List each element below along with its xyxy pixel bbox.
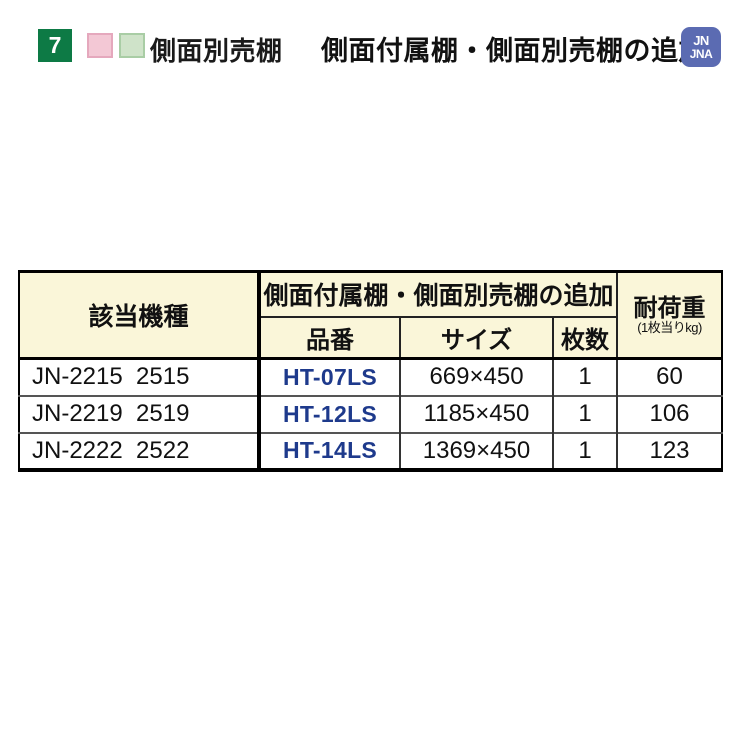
cell-qty: 1	[553, 431, 618, 470]
col-header-load: 耐荷重 (1枚当りkg)	[617, 271, 722, 360]
cell-part-no: HT-14LS	[259, 431, 401, 470]
cell-load: 106	[617, 394, 722, 433]
section-number-box: 7	[38, 29, 72, 62]
cell-model: JN-2222 2522	[19, 431, 261, 470]
col-header-load-label: 耐荷重	[633, 295, 706, 323]
series-badge-line2: JNA	[689, 46, 713, 61]
cell-size: 1185×450	[400, 394, 554, 433]
series-badge: JN JNA	[681, 27, 721, 67]
cell-qty: 1	[553, 394, 618, 433]
pink-color-swatch-icon	[87, 33, 113, 58]
cell-qty: 1	[553, 358, 618, 396]
col-header-part-no: 品番	[259, 316, 401, 360]
col-header-load-unit: (1枚当りkg)	[637, 320, 702, 336]
page-title: 側面付属棚・側面別売棚の追加	[321, 36, 706, 66]
table-row: JN-2215 2515 HT-07LS 669×450 1 60	[19, 358, 722, 396]
spec-table: 該当機種 側面付属棚・側面別売棚の追加 耐荷重 (1枚当りkg) 品番 サイズ …	[18, 270, 723, 472]
cell-size: 1369×450	[400, 431, 554, 470]
col-header-size: サイズ	[400, 316, 554, 360]
green-color-swatch-icon	[119, 33, 145, 58]
cell-model: JN-2215 2515	[19, 358, 261, 396]
cell-load: 123	[617, 431, 722, 470]
col-header-model: 該当機種	[19, 271, 261, 360]
series-badge-line1: JN	[693, 32, 709, 48]
cell-size: 669×450	[400, 358, 554, 396]
col-header-qty: 枚数	[553, 316, 618, 360]
legend-label: 側面別売棚	[150, 36, 283, 66]
cell-model: JN-2219 2519	[19, 394, 261, 433]
cell-part-no: HT-07LS	[259, 358, 401, 396]
cell-part-no: HT-12LS	[259, 394, 401, 433]
table-row: JN-2219 2519 HT-12LS 1185×450 1 106	[19, 394, 722, 433]
section-number: 7	[48, 32, 62, 58]
col-header-group: 側面付属棚・側面別売棚の追加	[259, 271, 618, 318]
cell-load: 60	[656, 363, 683, 391]
table-row: JN-2222 2522 HT-14LS 1369×450 1 123	[19, 431, 722, 470]
